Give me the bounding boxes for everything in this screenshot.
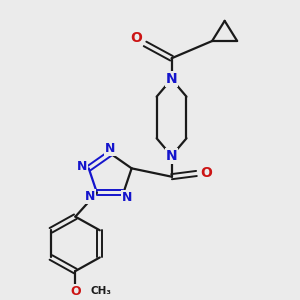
- Text: N: N: [85, 190, 95, 203]
- Text: O: O: [70, 285, 81, 298]
- Text: N: N: [77, 160, 87, 173]
- Text: N: N: [166, 72, 177, 86]
- Text: CH₃: CH₃: [90, 286, 111, 296]
- Text: N: N: [105, 142, 116, 155]
- Text: N: N: [122, 191, 132, 204]
- Text: O: O: [130, 31, 142, 45]
- Text: N: N: [166, 149, 177, 163]
- Text: O: O: [200, 167, 212, 181]
